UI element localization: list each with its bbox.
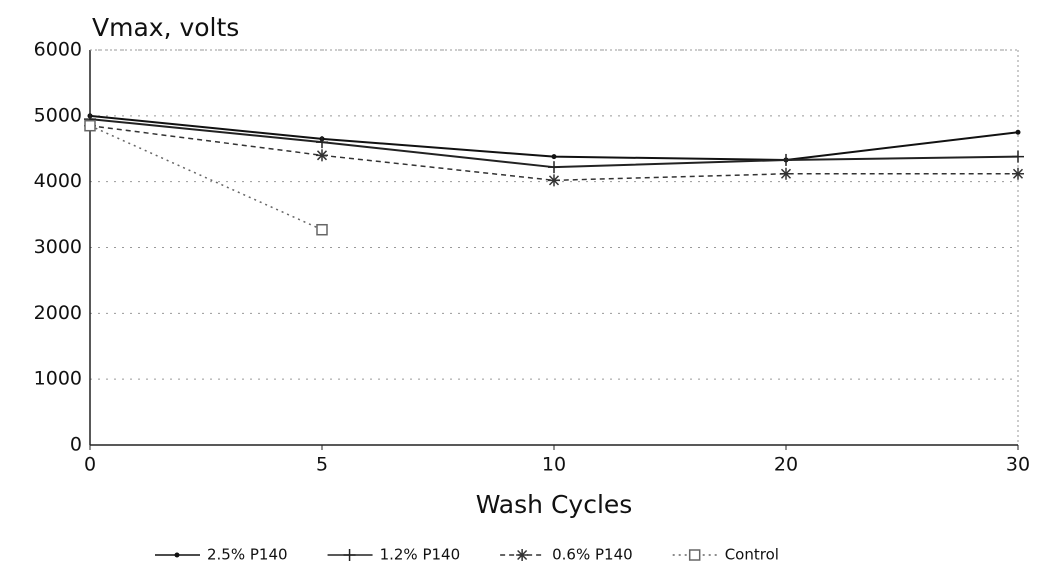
x-tick-label: 0 [84,454,96,476]
y-tick-label: 0 [70,434,82,456]
y-tick-label: 3000 [34,236,82,258]
legend-label: 0.6% P140 [552,546,633,564]
data-point [316,223,328,236]
legend-marker-part [174,552,180,558]
y-tick-label: 2000 [34,302,82,324]
data-point [780,153,792,166]
data-point [1012,150,1024,163]
x-tick-label: 30 [1006,454,1030,476]
series-line [89,114,1019,161]
data-point-part [316,223,328,236]
data-point [1012,167,1024,180]
data-point-part [548,175,560,186]
data-point [548,174,560,187]
legend-marker [688,549,701,561]
legend-marker-part [517,549,528,561]
data-point-part [1012,168,1024,179]
data-point [780,167,792,180]
data-point [548,161,560,174]
y-tick-label: 4000 [34,170,82,192]
data-point [84,119,96,132]
series-line [89,124,1018,182]
x-tick-label: 5 [316,454,328,476]
y-tick-label: 1000 [34,368,82,390]
data-point-part [1015,129,1021,135]
data-point-part [84,119,96,132]
x-tick-label: 10 [542,454,566,476]
data-point [316,136,328,149]
legend-label: 2.5% P140 [207,546,288,564]
legend-marker [343,549,356,561]
data-point [316,149,328,162]
legend-marker [516,549,529,561]
series-line [89,118,1019,169]
series-line [89,125,323,231]
data-point-part [551,154,557,160]
legend-marker [174,552,180,558]
chart-title: Vmax, volts [92,13,239,42]
data-point-part [780,168,792,179]
legend-label: Control [725,546,779,564]
data-point [551,154,557,160]
legend-marker-part [688,549,701,561]
data-point-part [316,150,328,161]
y-tick-label: 5000 [34,104,82,126]
x-axis-label: Wash Cycles [476,490,633,519]
x-tick-label: 20 [774,454,798,476]
y-tick-label: 6000 [34,39,82,61]
legend-label: 1.2% P140 [380,546,461,564]
data-point [1015,129,1021,135]
